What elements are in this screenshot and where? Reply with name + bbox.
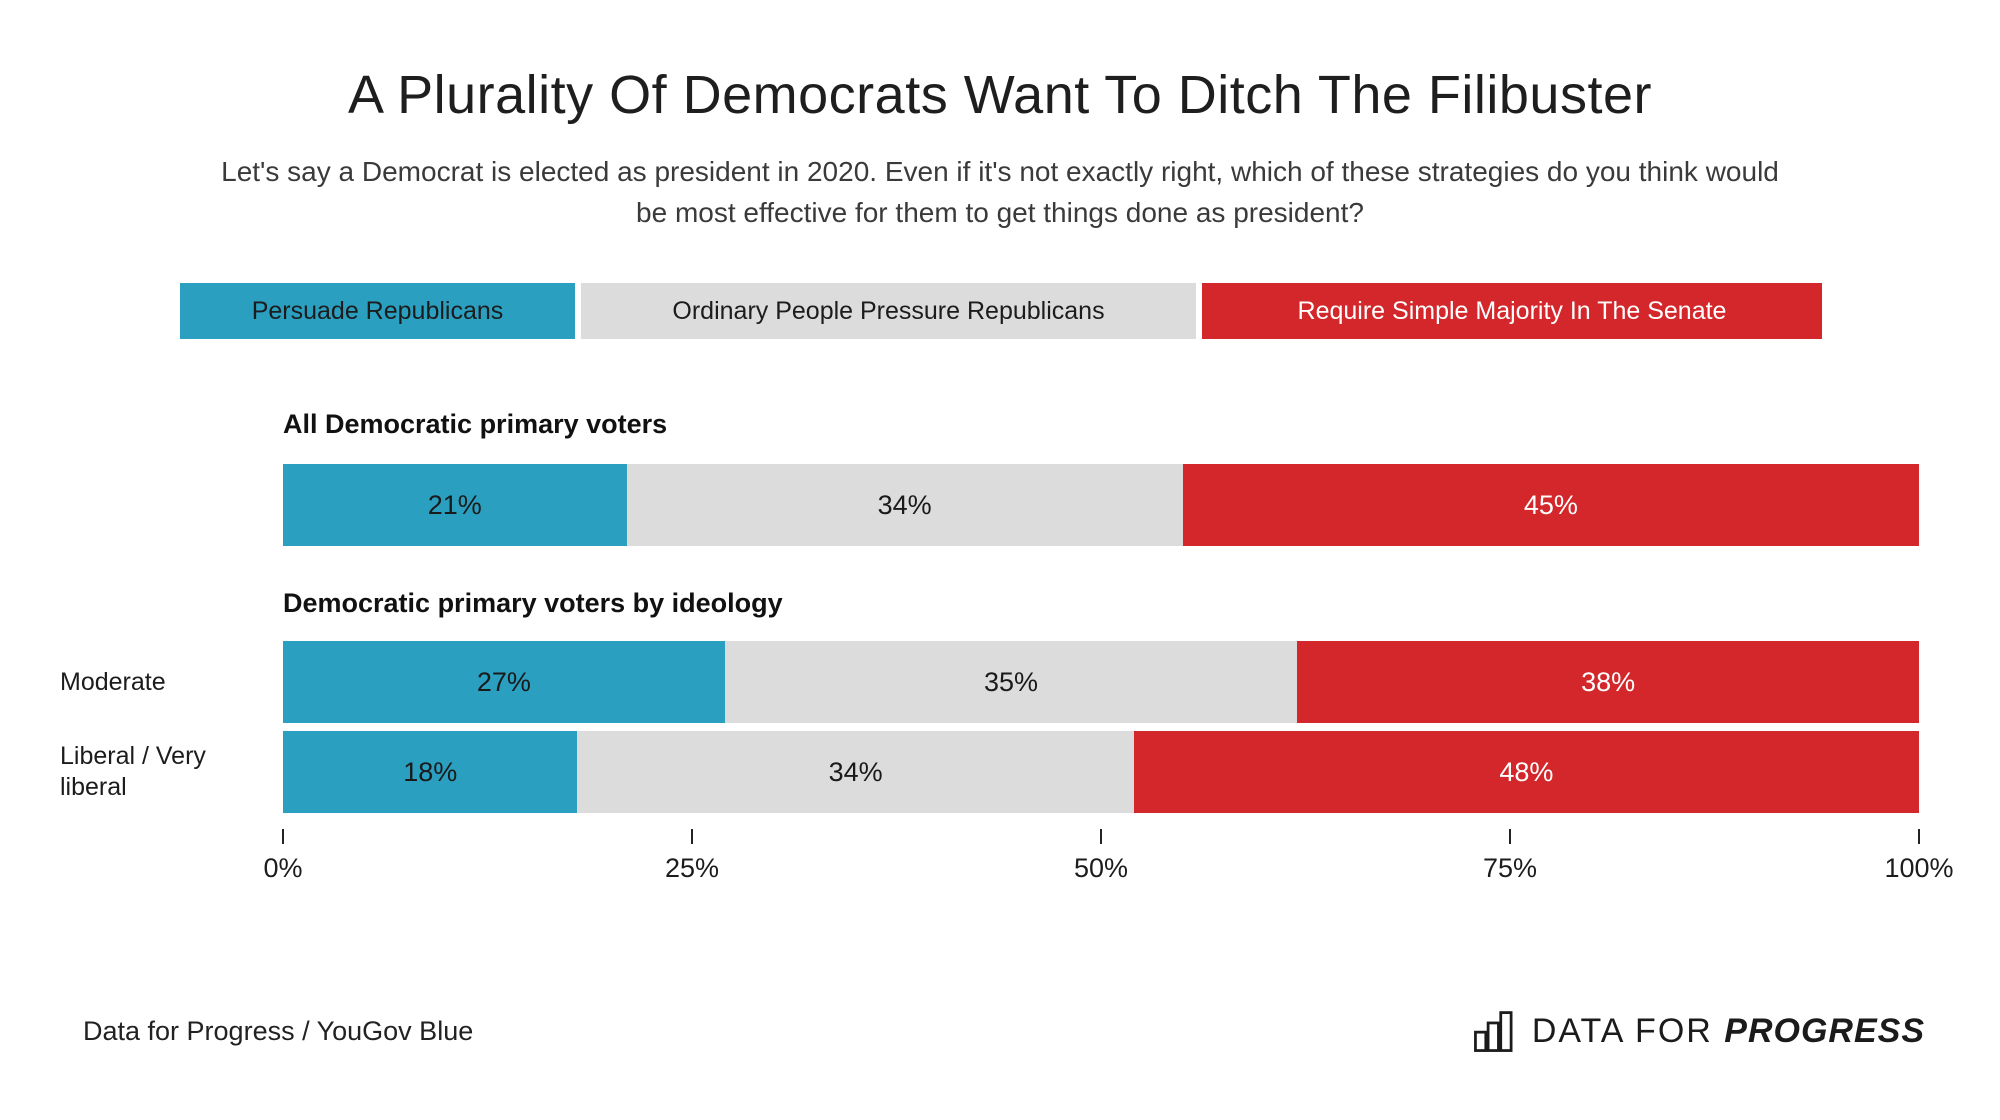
axis-tick-label: 25% <box>664 853 720 884</box>
bar-segment-value: 21% <box>427 489 482 520</box>
legend: Persuade Republicans Ordinary People Pre… <box>180 283 2000 340</box>
axis-tick-label: 75% <box>1482 853 1538 884</box>
bar-segment-pressure: 34% <box>577 731 1134 814</box>
axis-tick <box>691 829 693 845</box>
bar-chart-icon <box>1473 1011 1513 1052</box>
axis-tick-label: 50% <box>1073 853 1129 884</box>
x-axis: 0% 25% 50% 75% 100% <box>263 829 1954 891</box>
bar-segment-value: 48% <box>1499 756 1554 787</box>
legend-item-ordinary-people-pressure: Ordinary People Pressure Republicans <box>581 283 1196 340</box>
bar-segment-value: 27% <box>476 666 531 697</box>
bar-segment-persuade: 27% <box>283 641 725 724</box>
data-for-progress-logo: DATA FOR PROGRESS <box>1472 1008 1925 1054</box>
row-label-moderate: Moderate <box>60 667 166 696</box>
bar-segment-value: 45% <box>1523 489 1578 520</box>
legend-item-simple-majority: Require Simple Majority In The Senate <box>1202 283 1822 340</box>
bar-segment-majority: 38% <box>1297 641 1919 724</box>
axis-tick <box>1100 829 1102 845</box>
source-attribution: Data for Progress / YouGov Blue <box>83 1015 474 1046</box>
stacked-bar: 27% 35% 38% <box>283 641 1919 724</box>
chart-area: All Democratic primary voters 21% 34% 45… <box>60 409 1954 891</box>
bar-segment-value: 38% <box>1581 666 1636 697</box>
bar-segment-pressure: 35% <box>724 641 1298 724</box>
bar-segment-pressure: 34% <box>626 464 1183 547</box>
legend-label: Ordinary People Pressure Republicans <box>672 296 1105 325</box>
bar-segment-persuade: 21% <box>283 464 627 547</box>
bar-segment-persuade: 18% <box>283 731 578 814</box>
section-header-by-ideology: Democratic primary voters by ideology <box>283 588 783 619</box>
stacked-bar: 18% 34% 48% <box>283 731 1919 814</box>
bar-segment-majority: 45% <box>1182 464 1919 547</box>
logo-text: DATA FOR PROGRESS <box>1532 1012 1925 1051</box>
logo-text-regular: DATA FOR <box>1531 1011 1713 1050</box>
row-label-liberal: Liberal / Very liberal <box>60 741 206 802</box>
axis-tick <box>1509 829 1511 845</box>
bar-segment-value: 34% <box>828 756 883 787</box>
legend-label: Require Simple Majority In The Senate <box>1297 296 1727 325</box>
bar-row-liberal: Liberal / Very liberal 18% 34% 48% <box>60 731 1919 814</box>
axis-tick-label: 0% <box>263 853 303 884</box>
axis-tick <box>1918 829 1920 845</box>
bar-segment-value: 35% <box>983 666 1039 697</box>
bar-segment-majority: 48% <box>1133 731 1919 814</box>
chart-subtitle: Let's say a Democrat is elected as presi… <box>221 156 1779 228</box>
logo-text-bold: PROGRESS <box>1724 1011 1925 1050</box>
page-title: A Plurality Of Democrats Want To Ditch T… <box>348 65 1652 125</box>
legend-item-persuade-republicans: Persuade Republicans <box>180 283 575 340</box>
section-header-all-voters: All Democratic primary voters <box>283 409 668 440</box>
footer: Data for Progress / YouGov Blue DATA FOR… <box>83 1008 1925 1054</box>
bar-row-all-voters: 21% 34% 45% <box>60 464 1919 547</box>
bar-segment-value: 18% <box>403 756 458 787</box>
axis-tick-label: 100% <box>1884 853 1954 884</box>
bar-row-moderate: Moderate 27% 35% 38% <box>60 641 1919 724</box>
bar-segment-value: 34% <box>877 489 932 520</box>
axis-tick <box>282 829 284 845</box>
legend-label: Persuade Republicans <box>251 296 504 325</box>
stacked-bar: 21% 34% 45% <box>283 464 1919 547</box>
